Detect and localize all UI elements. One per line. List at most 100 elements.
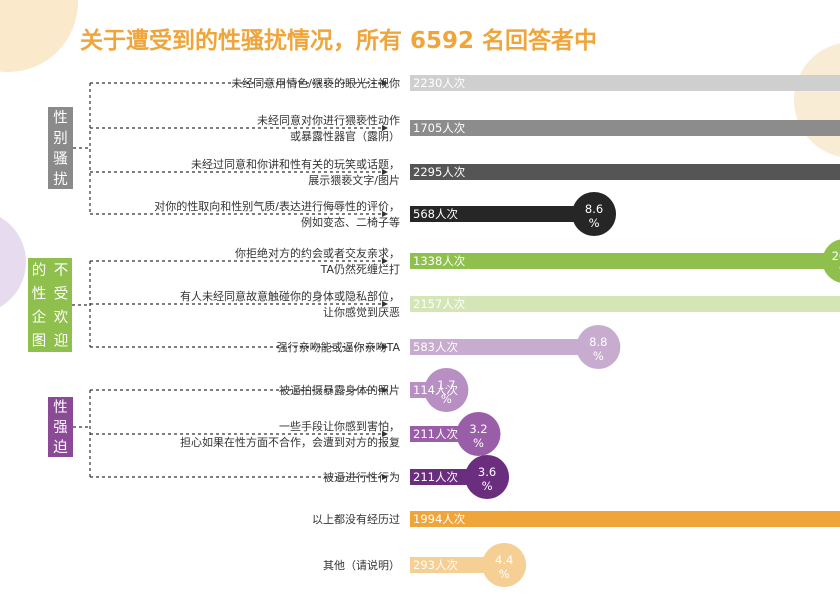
group-label-char: 欢: [54, 309, 69, 326]
category-label: 你拒绝对方的约会或者交友亲求，: [235, 246, 400, 260]
group-label-char: 骚: [53, 150, 68, 167]
bar-cap: [572, 192, 617, 236]
arrow-head: [382, 258, 388, 264]
category-label: 让你感觉到厌恶: [323, 306, 400, 319]
bar-cap: [576, 325, 621, 369]
group-label-char: 的: [32, 262, 47, 279]
group-label-char: 性: [53, 109, 68, 126]
row-3: 对你的性取向和性别气质/表达进行侮辱性的评价， 例如变态、二椅子等 568人次 8.6…: [154, 192, 617, 236]
category-label: 一些手段让你感到害怕，: [279, 419, 400, 433]
bar: [410, 296, 840, 312]
count-label: 114人次: [413, 383, 458, 397]
row-2: 未经过同意和你讲和性有关的玩笑或话题，展示猥亵文字/图片2295人次34.8%: [191, 157, 840, 187]
arrow-head: [382, 474, 388, 480]
count-label: 2230人次: [413, 76, 466, 90]
arrow-head: [382, 344, 388, 350]
group-box: [48, 107, 73, 189]
row-4: 你拒绝对方的约会或者交友亲求， TA仍然死缠烂打 1338人次 20.3%: [235, 239, 840, 283]
category-label: 被逼进行性行为: [323, 470, 400, 484]
count-label: 1994人次: [413, 512, 466, 526]
group-label-char: 扰: [53, 171, 68, 188]
arrow-head: [382, 431, 388, 437]
group-box: [28, 258, 72, 352]
percent-value: 20.3: [832, 249, 840, 263]
arrow-head: [382, 169, 388, 175]
category-label: 强行亲吻能或逼你亲吻TA: [277, 340, 401, 354]
group-label-char: 受: [54, 285, 69, 302]
arrow-head: [382, 301, 388, 307]
arrow-head: [382, 387, 388, 393]
row-8: 一些手段让你感到害怕， 担心如果在性方面不合作，会遭到对方的报复 211人次 3.2%: [180, 412, 501, 456]
bar-cap: [424, 368, 469, 412]
chart-rows: 未经同意用情色/猥亵的眼光注视你2230人次33.8%未经同意对你进行猥亵性动作…: [154, 75, 840, 587]
bar-cap: [465, 455, 510, 499]
group-2: 性强迫: [48, 387, 388, 480]
bar-cap: [482, 543, 527, 587]
count-label: 211人次: [413, 427, 458, 441]
bar: [410, 557, 505, 573]
chart-title: 关于遭受到的性骚扰情况，所有 6592 名回答者中: [80, 27, 597, 54]
category-label: 其他（请说明）: [323, 558, 400, 572]
bar: [410, 511, 840, 527]
group-label-char: 迫: [53, 439, 68, 456]
group-label-char: 迎: [54, 332, 69, 349]
category-label: 有人未经同意故意触碰你的身体或隐私部位，: [180, 289, 400, 303]
percent-sign: %: [589, 216, 600, 230]
bar: [410, 164, 840, 180]
bar: [410, 206, 595, 222]
bar: [410, 120, 840, 136]
percent-sign: %: [441, 392, 452, 406]
row-0: 未经同意用情色/猥亵的眼光注视你2230人次33.8%: [231, 75, 840, 91]
group-box: [48, 397, 73, 457]
bar: [410, 339, 599, 355]
count-label: 583人次: [413, 340, 458, 354]
percent-value: 4.4: [495, 553, 513, 567]
category-label: 以上都没有经历过: [312, 512, 400, 526]
percent-sign: %: [482, 479, 493, 493]
row-5: 有人未经同意故意触碰你的身体或隐私部位，让你感觉到厌恶2157人次32.7%: [180, 289, 840, 319]
percent-value: 3.2: [469, 422, 487, 436]
category-label: 未经过同意和你讲和性有关的玩笑或话题，: [191, 157, 400, 171]
count-label: 1338人次: [413, 254, 466, 268]
bar-cap: [456, 412, 501, 456]
category-label: 对你的性取向和性别气质/表达进行侮辱性的评价，: [154, 199, 400, 213]
count-label: 568人次: [413, 207, 458, 221]
percent-value: 3.6: [478, 465, 496, 479]
percent-sign: %: [593, 349, 604, 363]
category-label: TA仍然死缠烂打: [320, 262, 400, 276]
category-label: 展示猥亵文字/图片: [308, 173, 400, 187]
bar: [410, 75, 840, 91]
category-label: 担心如果在性方面不合作，会遭到对方的报复: [180, 435, 400, 449]
category-label: 未经同意用情色/猥亵的眼光注视你: [231, 76, 400, 90]
arrow-head: [382, 211, 388, 217]
bar: [410, 253, 840, 269]
arrow-head: [382, 80, 388, 86]
group-label-char: 图: [32, 333, 47, 349]
count-label: 1705人次: [413, 121, 466, 135]
category-label: 未经同意对你进行猥亵性动作: [257, 113, 400, 127]
percent-value: 1.7: [437, 378, 455, 392]
group-label-char: 性: [32, 285, 47, 302]
percent-sign: %: [473, 436, 484, 450]
group-label-char: 别: [53, 130, 68, 147]
count-label: 2157人次: [413, 297, 466, 311]
percent-sign: %: [839, 263, 840, 277]
count-label: 2295人次: [413, 165, 466, 179]
category-label: 被逼拍摄暴露身体的照片: [279, 383, 400, 397]
arrow-head: [382, 125, 388, 131]
row-9: 被逼进行性行为 211人次 3.6%: [323, 455, 510, 499]
row-11: 其他（请说明） 293人次 4.4%: [323, 543, 527, 587]
group-label-char: 企: [32, 308, 47, 326]
group-label-char: 不: [54, 263, 69, 279]
percent-value: 8.8: [589, 335, 607, 349]
row-10: 以上都没有经历过1994人次30.3%: [312, 511, 840, 527]
group-label-char: 性: [53, 399, 68, 416]
percent-value: 8.6: [585, 202, 603, 216]
count-label: 211人次: [413, 470, 458, 484]
